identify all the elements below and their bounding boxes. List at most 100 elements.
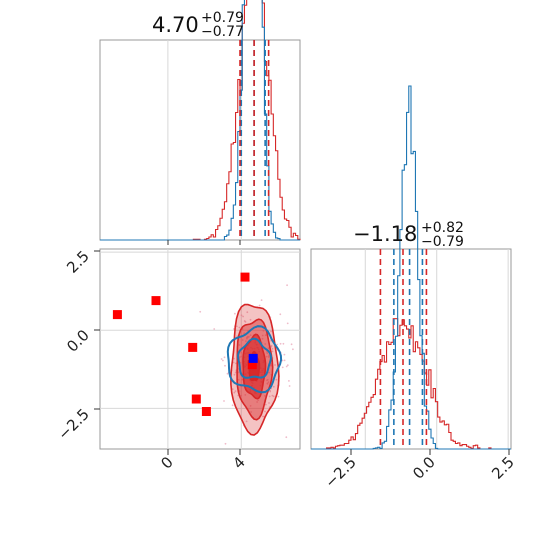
panel-top-right-title-sup: +0.82 xyxy=(421,220,464,236)
sample-point xyxy=(246,336,248,339)
sample-point xyxy=(224,442,227,445)
sample-point xyxy=(260,299,263,301)
sample-point xyxy=(285,436,288,439)
sample-point xyxy=(262,329,265,332)
panel-top-right-title-sub: −0.79 xyxy=(421,234,464,250)
panel-top-left-title-sub: −0.77 xyxy=(201,24,244,40)
panel-top-right: −2.5 0.0 2.5 −1.18 +0.82 −0.79 xyxy=(310,85,518,492)
sample-point xyxy=(222,359,224,362)
red-square-marker xyxy=(151,296,161,306)
tick-label-y-bl-1: 0.0 xyxy=(63,326,93,356)
sample-point xyxy=(274,364,276,366)
sample-point xyxy=(279,313,282,316)
sample-point xyxy=(234,390,237,392)
panel-top-left: 4.70 +0.79 −0.77 xyxy=(99,0,301,245)
histogram-tl-blue xyxy=(100,0,300,241)
panel-top-left-frame xyxy=(99,39,301,241)
red-square-marker xyxy=(112,310,122,320)
sample-point xyxy=(213,328,216,330)
sample-point xyxy=(250,411,253,413)
tick-label-y-bl-0: 2.5 xyxy=(63,247,93,277)
panel-top-right-grid xyxy=(364,249,509,449)
sample-point xyxy=(279,342,282,345)
sample-point xyxy=(245,420,248,423)
sample-point xyxy=(258,304,261,307)
sample-point xyxy=(238,326,241,329)
sample-point xyxy=(272,385,275,388)
sample-point xyxy=(283,353,286,356)
sample-point xyxy=(271,350,274,353)
panel-bottom-left-markers xyxy=(112,272,258,416)
tick-label-y-bl-2: −2.5 xyxy=(54,405,92,443)
sample-point xyxy=(267,347,270,350)
sample-point xyxy=(238,356,241,359)
sample-point xyxy=(237,379,240,381)
sample-point xyxy=(234,312,236,315)
contour-blue-0 xyxy=(226,325,283,394)
panel-bottom-left-contours xyxy=(226,303,283,436)
red-square-marker xyxy=(191,394,201,404)
sample-point xyxy=(277,395,280,398)
panel-top-right-frame xyxy=(310,248,512,450)
tick-label-x-bl-1: 4 xyxy=(229,453,248,472)
sample-point xyxy=(266,378,269,381)
sample-point xyxy=(268,371,270,374)
red-square-marker xyxy=(201,407,211,416)
sample-point xyxy=(270,330,272,333)
sample-point xyxy=(270,345,273,348)
histogram-tr-blue xyxy=(311,85,511,450)
sample-point xyxy=(241,339,244,341)
blue-square-marker xyxy=(248,353,258,363)
sample-point xyxy=(256,401,258,403)
sample-point xyxy=(263,395,266,397)
sample-point xyxy=(240,394,243,397)
contour-blue-1 xyxy=(237,337,273,379)
sample-point xyxy=(240,355,243,358)
panel-bottom-left-y-ticks: 2.5 0.0 −2.5 xyxy=(54,247,100,444)
sample-point xyxy=(271,394,274,397)
sample-point xyxy=(240,351,243,354)
panel-top-left-title-sup: +0.79 xyxy=(201,10,244,26)
sample-point xyxy=(269,390,272,393)
panel-bottom-left-x-ticks: 0 4 xyxy=(157,449,249,473)
sample-point xyxy=(276,343,278,346)
red-square-marker xyxy=(247,360,257,370)
sample-point xyxy=(264,403,267,406)
sample-point xyxy=(249,318,252,321)
sample-point xyxy=(288,385,291,387)
sample-point xyxy=(264,410,266,413)
sample-point xyxy=(233,391,236,394)
histogram-tr-red xyxy=(311,318,511,450)
sample-point xyxy=(233,373,236,376)
sample-point xyxy=(268,395,271,398)
panel-top-right-histograms xyxy=(311,85,511,450)
sample-point xyxy=(199,310,202,313)
panel-top-left-tick-marks xyxy=(167,240,241,245)
sample-point xyxy=(223,400,225,402)
sample-point xyxy=(231,388,234,390)
sample-point xyxy=(226,372,229,375)
tick-label-x-tr-0: −2.5 xyxy=(321,453,359,491)
sample-point xyxy=(290,343,293,346)
sample-point xyxy=(257,399,260,401)
sample-point xyxy=(249,334,252,337)
sample-point xyxy=(261,337,264,340)
sample-point xyxy=(235,325,238,328)
sample-point xyxy=(242,315,245,318)
tick-label-x-bl-0: 0 xyxy=(157,453,176,472)
sample-point xyxy=(288,380,290,382)
sample-point xyxy=(281,366,284,369)
red-square-marker xyxy=(240,272,250,282)
sample-point xyxy=(268,402,270,404)
sample-point xyxy=(265,355,268,358)
sample-point xyxy=(264,343,267,345)
tick-label-x-tr-1: 0.0 xyxy=(409,453,439,483)
sample-point xyxy=(223,356,226,359)
sample-point xyxy=(282,342,285,345)
sample-point xyxy=(266,382,269,385)
sample-point xyxy=(244,321,247,323)
panel-top-left-quantile-lines xyxy=(239,40,270,240)
panel-top-left-histograms xyxy=(100,0,301,241)
sample-point xyxy=(246,311,249,314)
